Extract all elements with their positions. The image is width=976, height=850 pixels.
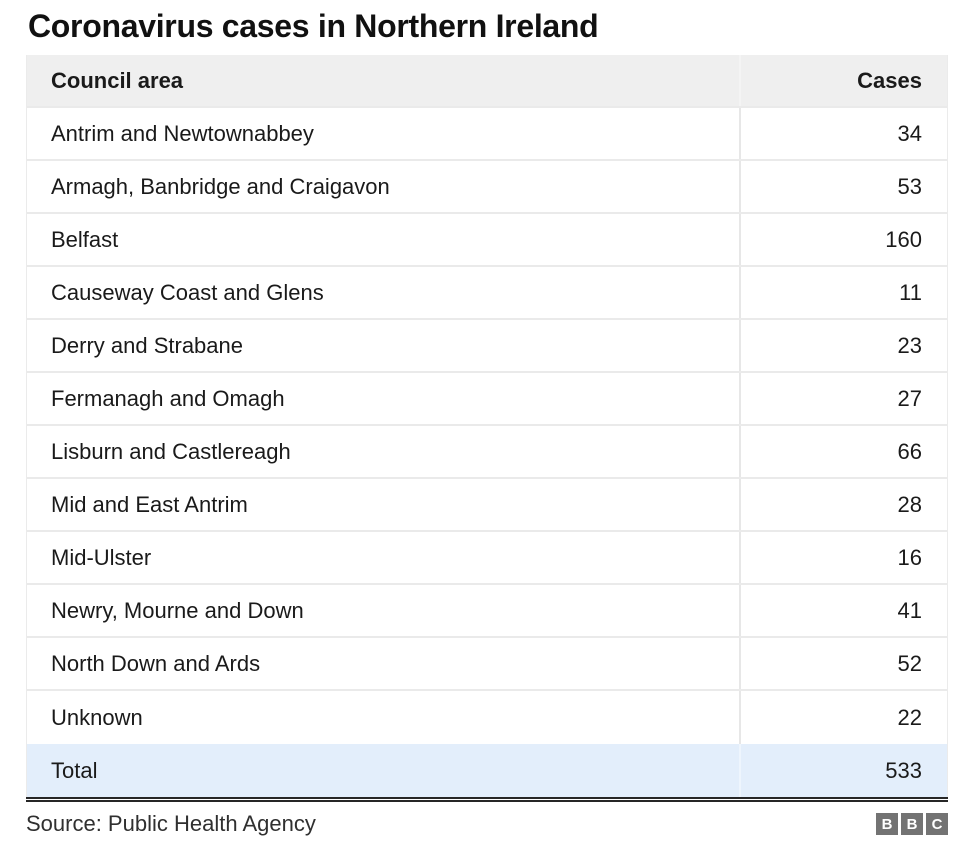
cases-cell: 16 (739, 532, 947, 583)
council-area-cell: Antrim and Newtownabbey (51, 120, 314, 146)
council-area-cell: Fermanagh and Omagh (51, 385, 285, 411)
total-label-cell: Total (51, 757, 98, 783)
table-row: North Down and Ards 52 (27, 638, 947, 691)
table-row: Causeway Coast and Glens 11 (27, 267, 947, 320)
column-header-cases: Cases (739, 55, 947, 106)
table-row: Newry, Mourne and Down 41 (27, 585, 947, 638)
table-row: Mid-Ulster 16 (27, 532, 947, 585)
cases-cell: 22 (739, 691, 947, 744)
council-area-cell: Unknown (51, 704, 143, 730)
chart-title: Coronavirus cases in Northern Ireland (28, 8, 599, 44)
bbc-logo-letter: B (901, 813, 923, 835)
council-area-cell: Mid-Ulster (51, 544, 152, 570)
table-row: Unknown 22 (27, 691, 947, 744)
cases-cell: 52 (739, 638, 947, 689)
council-area-cell: North Down and Ards (51, 650, 261, 676)
table-row: Fermanagh and Omagh 27 (27, 373, 947, 426)
table-row: Armagh, Banbridge and Craigavon 53 (27, 161, 947, 214)
bbc-logo: B B C (876, 813, 948, 835)
cases-cell: 160 (739, 214, 947, 265)
cases-cell: 27 (739, 373, 947, 424)
table-total-row: Total 533 (27, 744, 947, 797)
footer: Source: Public Health Agency B B C (26, 811, 948, 837)
council-area-cell: Mid and East Antrim (51, 491, 248, 517)
table-row: Mid and East Antrim 28 (27, 479, 947, 532)
cases-cell: 53 (739, 161, 947, 212)
council-area-cell: Armagh, Banbridge and Craigavon (51, 173, 390, 199)
table-body: Antrim and Newtownabbey 34 Armagh, Banbr… (27, 108, 947, 744)
council-area-cell: Lisburn and Castlereagh (51, 438, 291, 464)
cases-cell: 41 (739, 585, 947, 636)
council-area-cell: Newry, Mourne and Down (51, 597, 304, 623)
council-area-cell: Causeway Coast and Glens (51, 279, 324, 305)
cases-cell: 34 (739, 108, 947, 159)
table-row: Derry and Strabane 23 (27, 320, 947, 373)
bbc-logo-letter: B (876, 813, 898, 835)
total-value-cell: 533 (739, 744, 947, 797)
cases-cell: 11 (739, 267, 947, 318)
cases-cell: 28 (739, 479, 947, 530)
bbc-logo-letter: C (926, 813, 948, 835)
source-caption: Source: Public Health Agency (26, 811, 316, 836)
table-bottom-rule (26, 797, 948, 802)
cases-table: Council area Cases Antrim and Newtownabb… (26, 55, 948, 797)
table-header-row: Council area Cases (27, 55, 947, 108)
council-area-cell: Belfast (51, 226, 119, 252)
cases-cell: 66 (739, 426, 947, 477)
column-header-council-area: Council area (51, 67, 184, 93)
table-row: Belfast 160 (27, 214, 947, 267)
council-area-cell: Derry and Strabane (51, 332, 243, 358)
table-row: Antrim and Newtownabbey 34 (27, 108, 947, 161)
cases-cell: 23 (739, 320, 947, 371)
table-row: Lisburn and Castlereagh 66 (27, 426, 947, 479)
